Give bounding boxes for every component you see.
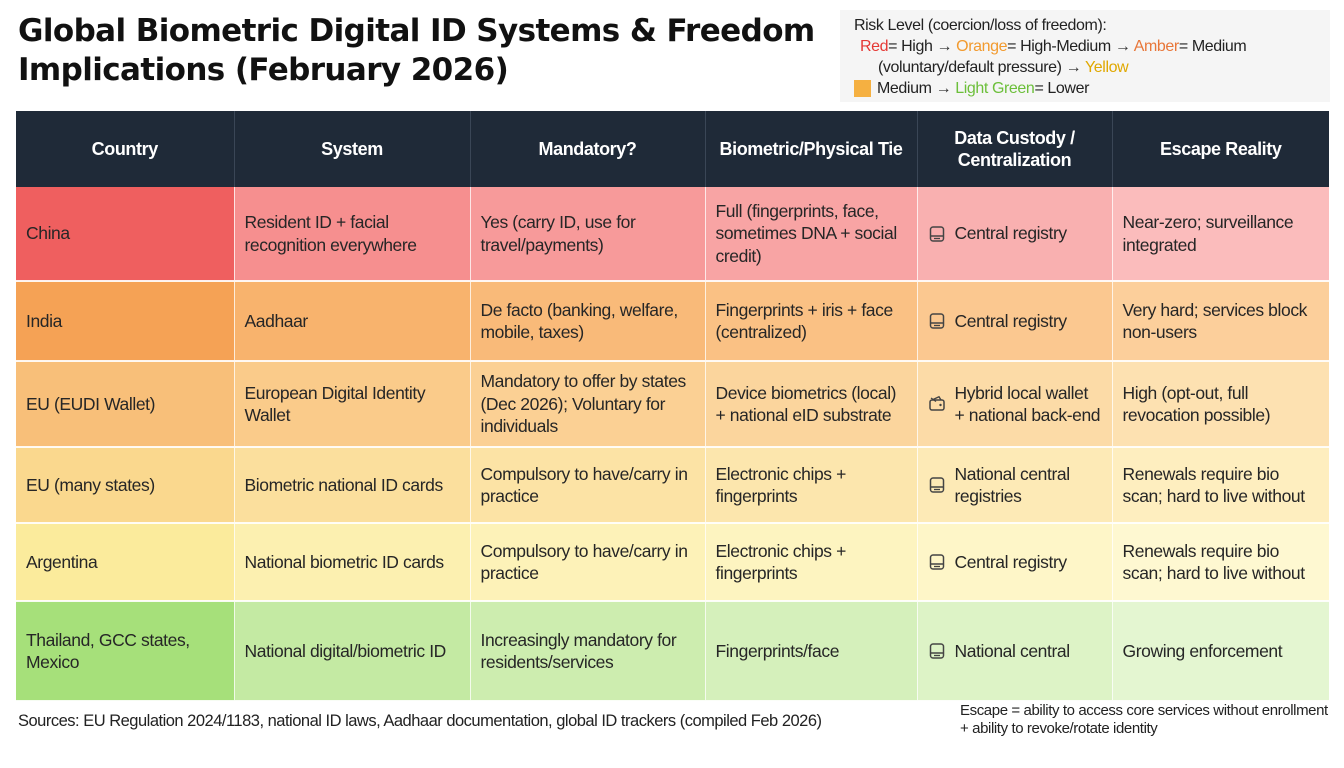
- custody-text: National central registries: [954, 463, 1071, 507]
- legend-eq-high-medium: = High-Medium: [1007, 38, 1111, 55]
- custody-text: Central registry: [954, 223, 1068, 244]
- cell-escape: Renewals require bio scan; hard to live …: [1112, 447, 1329, 524]
- custody-content: Hybrid local wallet + national back-end: [928, 382, 1102, 427]
- custody-text: Central registry: [954, 310, 1068, 331]
- cell-mandatory: Compulsory to have/carry in practice: [470, 447, 706, 524]
- cell-system: Biometric national ID cards: [234, 447, 471, 524]
- custody-text: Central registry: [954, 551, 1068, 572]
- cell-biometric: Fingerprints + iris + face (centralized): [705, 281, 918, 362]
- cell-mandatory: Yes (carry ID, use for travel/payments): [470, 187, 706, 282]
- wallet-icon: [928, 395, 946, 413]
- risk-legend: Risk Level (coercion/loss of freedom): R…: [840, 10, 1330, 102]
- custody-content: National central: [928, 640, 1102, 663]
- cell-escape: Very hard; services block non-users: [1112, 281, 1329, 362]
- id-systems-table: Country System Mandatory? Biometric/Phys…: [16, 111, 1329, 702]
- cell-biometric: Full (fingerprints, face, sometimes DNA …: [705, 187, 918, 282]
- cell-custody: Central registry: [917, 281, 1113, 362]
- cell-biometric: Electronic chips + fingerprints: [705, 523, 918, 602]
- legend-yellow: Yellow: [1084, 59, 1129, 76]
- cell-escape: Near-zero; surveillance integrated: [1112, 187, 1329, 282]
- legend-amber: Amber: [1133, 38, 1180, 55]
- legend-eq-high: = High: [888, 38, 933, 55]
- legend-heading: Risk Level (coercion/loss of freedom):: [854, 17, 1107, 34]
- page-title: Global Biometric Digital ID Systems & Fr…: [18, 12, 818, 90]
- column-header-biometric: Biometric/Physical Tie: [705, 111, 918, 187]
- legend-row-levels: Red= High → Orange= High-Medium → Amber=…: [854, 36, 1330, 57]
- cell-custody: Hybrid local wallet + national back-end: [917, 361, 1113, 448]
- database-icon: [928, 312, 946, 330]
- cell-custody: Central registry: [917, 523, 1113, 602]
- arrow-icon: →: [1114, 38, 1131, 55]
- arrow-icon: →: [936, 38, 953, 55]
- cell-country: Thailand, GCC states, Mexico: [16, 601, 235, 702]
- cell-system: National digital/biometric ID: [234, 601, 471, 702]
- legend-eq-medium: = Medium: [1178, 38, 1247, 55]
- cell-mandatory: Compulsory to have/carry in practice: [470, 523, 706, 602]
- custody-content: Central registry: [928, 551, 1102, 574]
- custody-content: Central registry: [928, 310, 1102, 333]
- database-icon: [928, 553, 946, 571]
- column-header-custody: Data Custody / Centralization: [917, 111, 1113, 187]
- cell-biometric: Electronic chips + fingerprints: [705, 447, 918, 524]
- custody-content: National central registries: [928, 463, 1102, 508]
- cell-biometric: Device biometrics (local) + national eID…: [705, 361, 918, 448]
- cell-system: Aadhaar: [234, 281, 471, 362]
- cell-country: Argentina: [16, 523, 235, 602]
- cell-custody: National central registries: [917, 447, 1113, 524]
- custody-text: Hybrid local wallet + national back-end: [954, 382, 1101, 426]
- database-icon: [928, 476, 946, 494]
- cell-system: Resident ID + facial recognition everywh…: [234, 187, 471, 282]
- cell-country: China: [16, 187, 235, 282]
- cell-country: EU (many states): [16, 447, 235, 524]
- cell-system: European Digital Identity Wallet: [234, 361, 471, 448]
- table-row: EU (EUDI Wallet) European Digital Identit…: [16, 361, 1329, 448]
- legend-eq-lower: = Lower: [1034, 80, 1090, 97]
- legend-row-lower: Medium → Light Green = Lower: [854, 78, 1330, 99]
- escape-footnote: Escape = ability to access core services…: [960, 702, 1328, 737]
- legend-red: Red: [860, 38, 889, 55]
- column-header-escape: Escape Reality: [1112, 111, 1329, 187]
- legend-row-voluntary: (voluntary/default pressure) → Yellow: [854, 57, 1330, 78]
- cell-mandatory: Mandatory to offer by states (Dec 2026);…: [470, 361, 706, 448]
- table-row: Argentina National biometric ID cards Comp…: [16, 523, 1329, 602]
- column-header-system: System: [234, 111, 471, 187]
- cell-custody: Central registry: [917, 187, 1113, 282]
- table-row: India Aadhaar De facto (banking, welfare, …: [16, 281, 1329, 362]
- custody-content: Central registry: [928, 222, 1102, 245]
- cell-escape: Renewals require bio scan; hard to live …: [1112, 523, 1329, 602]
- table-row: EU (many states) Biometric national ID ca…: [16, 447, 1329, 524]
- title-line-1: Global Biometric Digital ID Systems & Fr…: [18, 13, 815, 49]
- column-header-country: Country: [16, 111, 235, 187]
- sources-note: Sources: EU Regulation 2024/1183, nation…: [18, 712, 822, 730]
- legend-orange: Orange: [956, 38, 1008, 55]
- cell-biometric: Fingerprints/face: [705, 601, 918, 702]
- custody-text: National central: [954, 640, 1071, 661]
- cell-escape: Growing enforcement: [1112, 601, 1329, 702]
- legend-light-green: Light Green: [955, 80, 1035, 97]
- legend-swatch: [854, 80, 871, 97]
- legend-medium: Medium: [877, 80, 932, 97]
- cell-mandatory: Increasingly mandatory for residents/ser…: [470, 601, 706, 702]
- table-body: China Resident ID + facial recognition ev…: [16, 187, 1329, 702]
- title-line-2: Implications (February 2026): [18, 52, 509, 88]
- cell-system: National biometric ID cards: [234, 523, 471, 602]
- database-icon: [928, 642, 946, 660]
- cell-escape: High (opt-out, full revocation possible): [1112, 361, 1329, 448]
- legend-voluntary: (voluntary/default pressure): [878, 59, 1062, 76]
- column-header-mandatory: Mandatory?: [470, 111, 706, 187]
- cell-country: EU (EUDI Wallet): [16, 361, 235, 448]
- arrow-icon: →: [935, 80, 952, 97]
- cell-mandatory: De facto (banking, welfare, mobile, taxe…: [470, 281, 706, 362]
- table-row: China Resident ID + facial recognition ev…: [16, 187, 1329, 282]
- database-icon: [928, 225, 946, 243]
- cell-custody: National central: [917, 601, 1113, 702]
- cell-country: India: [16, 281, 235, 362]
- table-header-row: Country System Mandatory? Biometric/Phys…: [16, 111, 1329, 187]
- arrow-icon: →: [1065, 59, 1082, 76]
- table-row: Thailand, GCC states, Mexico National dig…: [16, 601, 1329, 702]
